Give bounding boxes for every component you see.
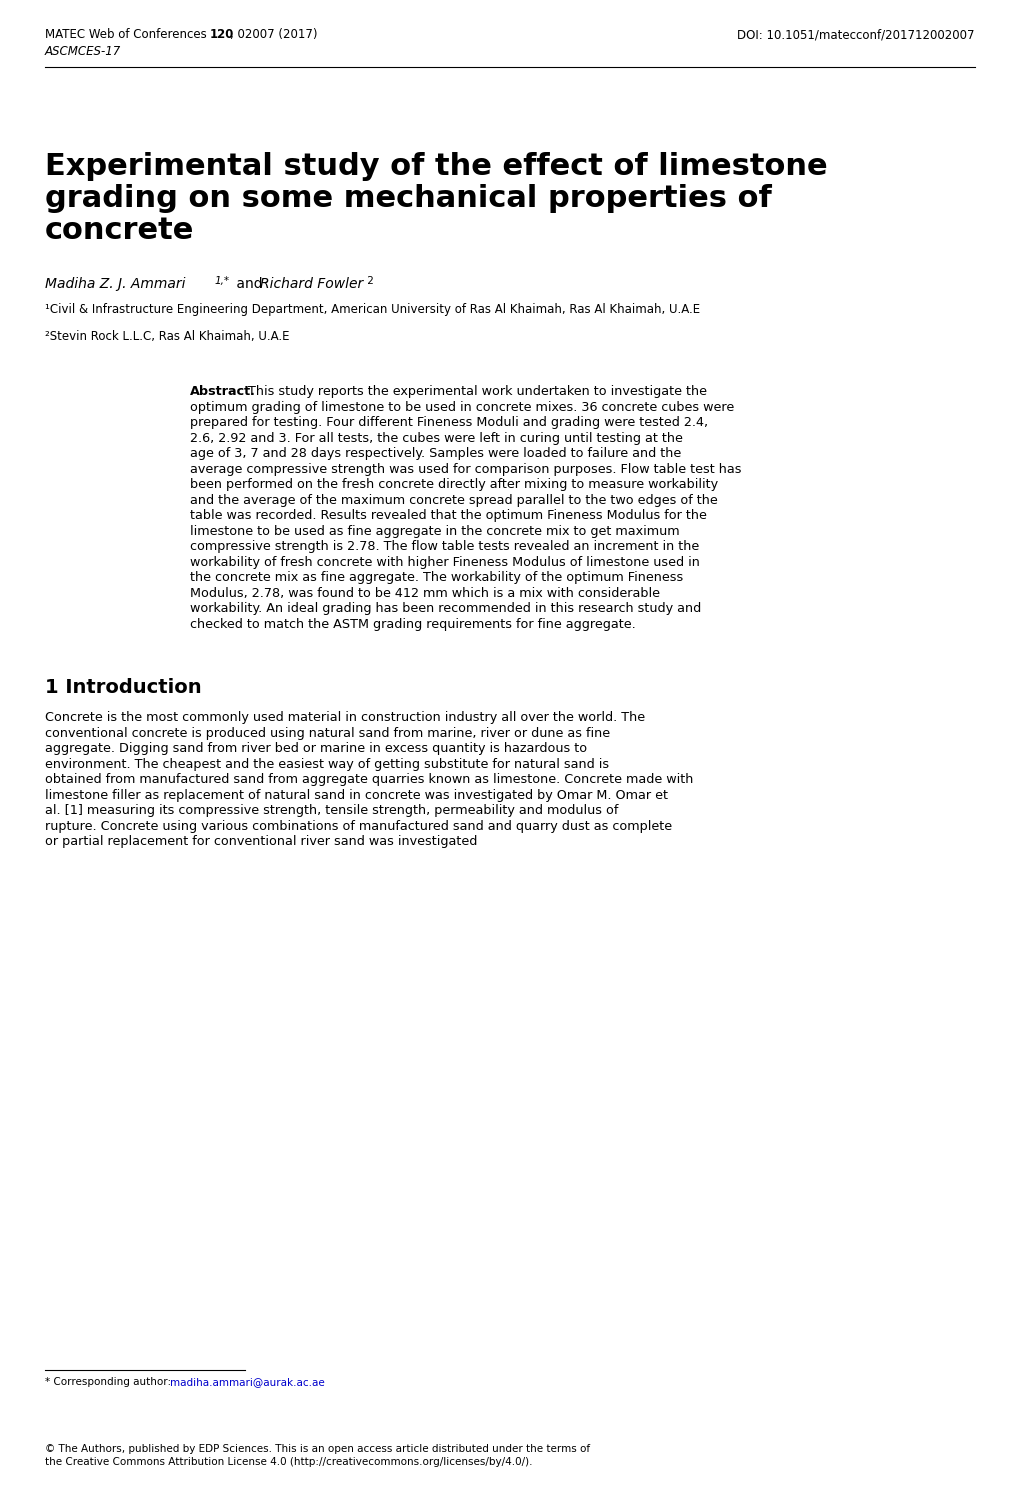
Text: Madiha Z. J. Ammari: Madiha Z. J. Ammari bbox=[45, 277, 185, 291]
Text: 1,*: 1,* bbox=[215, 276, 230, 286]
Text: limestone to be used as fine aggregate in the concrete mix to get maximum: limestone to be used as fine aggregate i… bbox=[190, 525, 679, 538]
Text: the concrete mix as fine aggregate. The workability of the optimum Fineness: the concrete mix as fine aggregate. The … bbox=[190, 571, 683, 585]
Text: © The Authors, published by EDP Sciences. This is an open access article distrib: © The Authors, published by EDP Sciences… bbox=[45, 1444, 590, 1454]
Text: workability of fresh concrete with higher Fineness Modulus of limestone used in: workability of fresh concrete with highe… bbox=[190, 556, 699, 568]
Text: average compressive strength was used for comparison purposes. Flow table test h: average compressive strength was used fo… bbox=[190, 463, 741, 475]
Text: This study reports the experimental work undertaken to investigate the: This study reports the experimental work… bbox=[244, 385, 706, 399]
Text: madiha.ammari@aurak.ac.ae: madiha.ammari@aurak.ac.ae bbox=[170, 1378, 324, 1387]
Text: optimum grading of limestone to be used in concrete mixes. 36 concrete cubes wer: optimum grading of limestone to be used … bbox=[190, 400, 734, 414]
Text: conventional concrete is produced using natural sand from marine, river or dune : conventional concrete is produced using … bbox=[45, 727, 609, 739]
Text: and: and bbox=[231, 277, 267, 291]
Text: 2: 2 bbox=[364, 276, 374, 286]
Text: rupture. Concrete using various combinations of manufactured sand and quarry dus: rupture. Concrete using various combinat… bbox=[45, 820, 672, 832]
Text: al. [1] measuring its compressive strength, tensile strength, permeability and m: al. [1] measuring its compressive streng… bbox=[45, 803, 618, 817]
Text: Abstract.: Abstract. bbox=[190, 385, 256, 399]
Text: the Creative Commons Attribution License 4.0 (http://creativecommons.org/license: the Creative Commons Attribution License… bbox=[45, 1457, 532, 1468]
Text: * Corresponding author:: * Corresponding author: bbox=[45, 1378, 174, 1387]
Text: Concrete is the most commonly used material in construction industry all over th: Concrete is the most commonly used mater… bbox=[45, 711, 644, 724]
Text: aggregate. Digging sand from river bed or marine in excess quantity is hazardous: aggregate. Digging sand from river bed o… bbox=[45, 742, 587, 755]
Text: compressive strength is 2.78. The flow table tests revealed an increment in the: compressive strength is 2.78. The flow t… bbox=[190, 540, 699, 553]
Text: 120: 120 bbox=[210, 28, 234, 40]
Text: grading on some mechanical properties of: grading on some mechanical properties of bbox=[45, 184, 771, 213]
Text: 1 Introduction: 1 Introduction bbox=[45, 678, 202, 697]
Text: Richard Fowler: Richard Fowler bbox=[260, 277, 363, 291]
Text: Modulus, 2.78, was found to be 412 mm which is a mix with considerable: Modulus, 2.78, was found to be 412 mm wh… bbox=[190, 586, 659, 600]
Text: , 02007 (2017): , 02007 (2017) bbox=[229, 28, 317, 40]
Text: checked to match the ASTM grading requirements for fine aggregate.: checked to match the ASTM grading requir… bbox=[190, 618, 635, 631]
Text: ¹Civil & Infrastructure Engineering Department, American University of Ras Al Kh: ¹Civil & Infrastructure Engineering Depa… bbox=[45, 303, 699, 316]
Text: ASCMCES-17: ASCMCES-17 bbox=[45, 45, 121, 58]
Text: and the average of the maximum concrete spread parallel to the two edges of the: and the average of the maximum concrete … bbox=[190, 493, 717, 507]
Text: or partial replacement for conventional river sand was investigated: or partial replacement for conventional … bbox=[45, 835, 477, 848]
Text: prepared for testing. Four different Fineness Moduli and grading were tested 2.4: prepared for testing. Four different Fin… bbox=[190, 417, 707, 429]
Text: MATEC Web of Conferences: MATEC Web of Conferences bbox=[45, 28, 210, 40]
Text: DOI: 10.1051/matecconf/201712002007: DOI: 10.1051/matecconf/201712002007 bbox=[737, 28, 974, 40]
Text: obtained from manufactured sand from aggregate quarries known as limestone. Conc: obtained from manufactured sand from agg… bbox=[45, 773, 693, 785]
Text: workability. An ideal grading has been recommended in this research study and: workability. An ideal grading has been r… bbox=[190, 603, 701, 615]
Text: ²Stevin Rock L.L.C, Ras Al Khaimah, U.A.E: ²Stevin Rock L.L.C, Ras Al Khaimah, U.A.… bbox=[45, 330, 289, 343]
Text: Experimental study of the effect of limestone: Experimental study of the effect of lime… bbox=[45, 151, 826, 181]
Text: table was recorded. Results revealed that the optimum Fineness Modulus for the: table was recorded. Results revealed tha… bbox=[190, 510, 706, 522]
Text: concrete: concrete bbox=[45, 216, 195, 244]
Text: age of 3, 7 and 28 days respectively. Samples were loaded to failure and the: age of 3, 7 and 28 days respectively. Sa… bbox=[190, 447, 681, 460]
Text: 2.6, 2.92 and 3. For all tests, the cubes were left in curing until testing at t: 2.6, 2.92 and 3. For all tests, the cube… bbox=[190, 432, 682, 445]
Text: environment. The cheapest and the easiest way of getting substitute for natural : environment. The cheapest and the easies… bbox=[45, 757, 608, 770]
Text: been performed on the fresh concrete directly after mixing to measure workabilit: been performed on the fresh concrete dir… bbox=[190, 478, 717, 492]
Text: limestone filler as replacement of natural sand in concrete was investigated by : limestone filler as replacement of natur… bbox=[45, 788, 667, 802]
